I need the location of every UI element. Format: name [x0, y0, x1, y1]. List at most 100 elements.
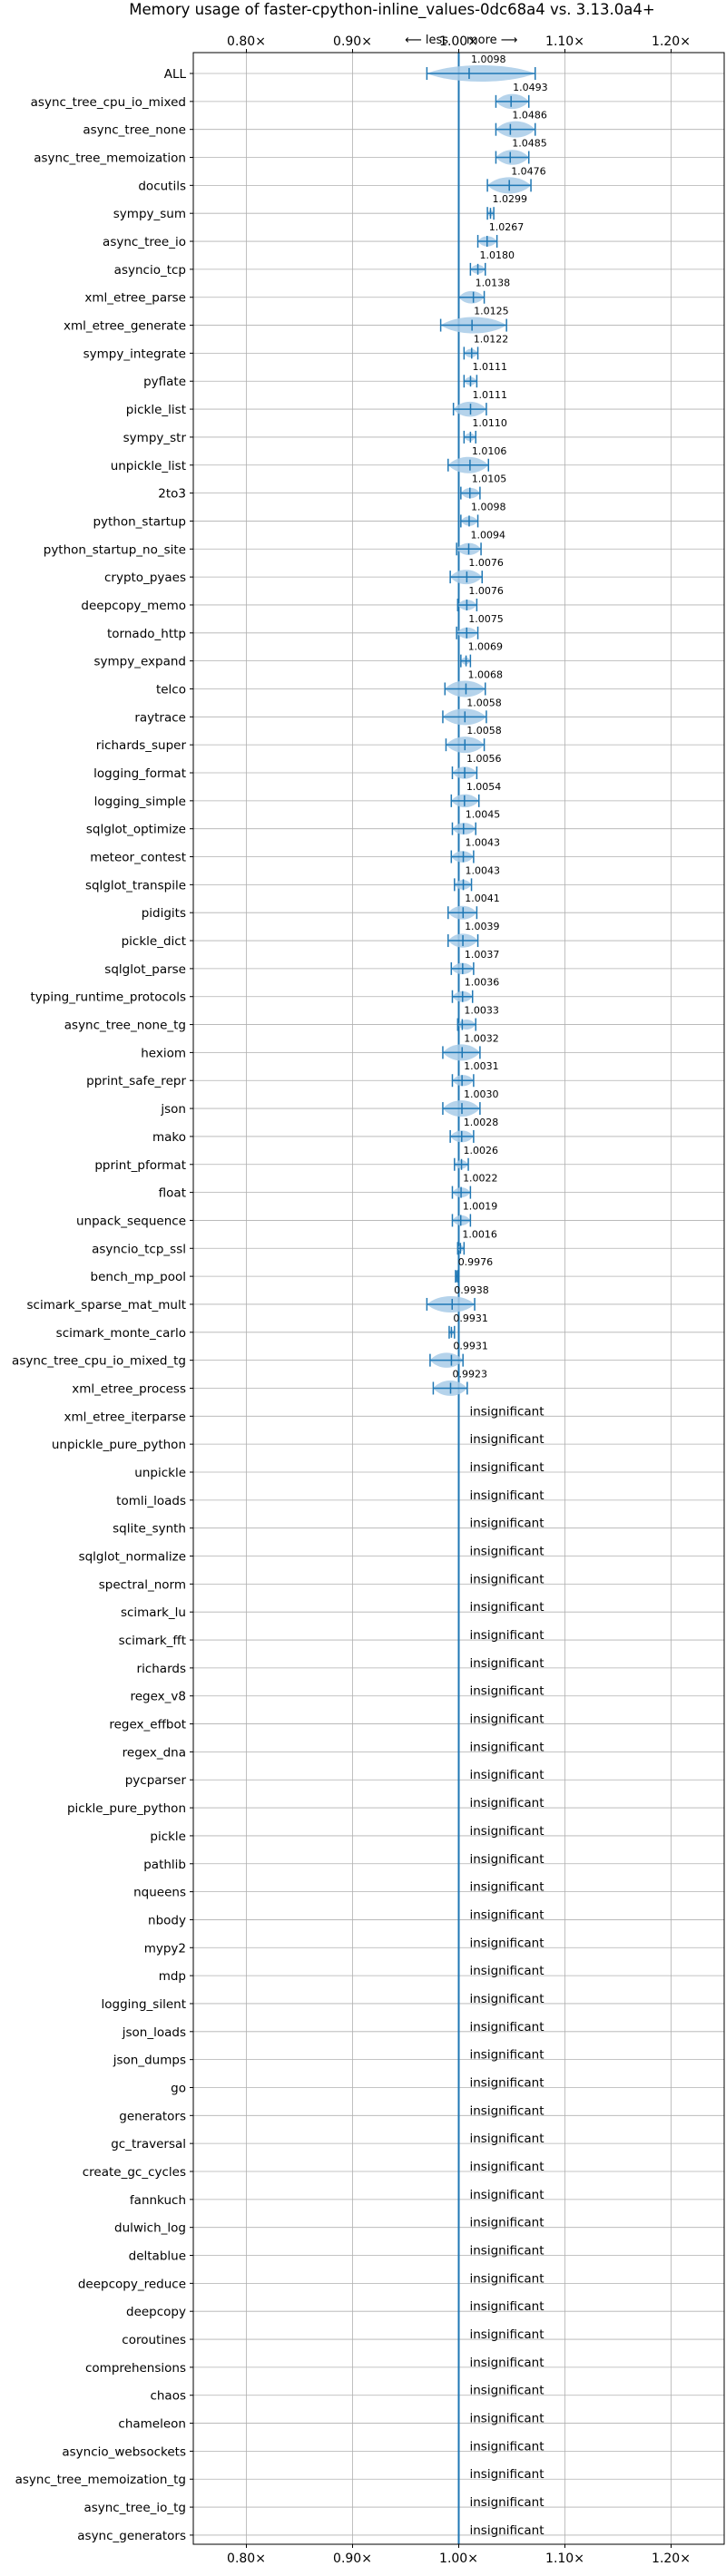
value-label: 0.9976 [458, 1256, 494, 1268]
value-label: 1.0033 [464, 1005, 498, 1017]
row-label: unpack_sequence [76, 1214, 186, 1228]
row-label: chameleon [118, 2417, 186, 2432]
insignificant-label: insignificant [470, 2020, 544, 2034]
row-label: ALL [164, 67, 187, 82]
row-label: asyncio_tcp [114, 263, 186, 278]
row-label: deltablue [129, 2249, 186, 2264]
value-label: 1.0028 [464, 1117, 499, 1128]
value-label: 1.0016 [462, 1228, 497, 1240]
row-label: sympy_integrate [83, 346, 186, 361]
row-label: sympy_expand [93, 655, 186, 669]
value-label: 1.0105 [472, 473, 507, 485]
value-label: 1.0022 [463, 1173, 497, 1185]
row-label: bench_mp_pool [91, 1270, 186, 1284]
row-label: deepcopy_memo [81, 599, 186, 613]
value-label: 1.0058 [466, 725, 502, 737]
row-label: tornado_http [107, 627, 186, 641]
row-label: pprint_pformat [94, 1158, 186, 1173]
row-label: create_gc_cycles [83, 2165, 186, 2180]
x-tick-label-bottom: 1.10× [545, 2552, 584, 2566]
value-label: 1.0054 [466, 781, 502, 793]
insignificant-label: insignificant [470, 2216, 544, 2230]
value-label: 1.0106 [472, 445, 507, 457]
row-label: pickle_list [126, 403, 186, 417]
row-label: comprehensions [85, 2361, 186, 2376]
row-label: sqlglot_normalize [79, 1550, 186, 1565]
insignificant-label: insignificant [470, 2075, 544, 2090]
x-tick-label-bottom: 0.90× [333, 2552, 372, 2566]
row-label: regex_dna [123, 1745, 186, 1760]
value-label: 1.0030 [464, 1088, 499, 1100]
row-label: mdp [159, 1969, 186, 1984]
row-label: deepcopy [126, 2305, 186, 2319]
row-label: sympy_str [123, 431, 187, 445]
value-label: 1.0039 [465, 921, 500, 932]
x-tick-label-top: 0.80× [227, 34, 266, 49]
row-label: async_generators [77, 2529, 186, 2543]
value-label: 1.0032 [464, 1032, 499, 1044]
row-label: scimark_monte_carlo [56, 1326, 186, 1341]
value-label: 1.0076 [468, 557, 504, 569]
row-label: generators [119, 2109, 186, 2123]
row-label: sqlglot_transpile [85, 878, 186, 893]
value-label: 1.0476 [511, 165, 546, 177]
insignificant-label: insignificant [470, 1712, 544, 1727]
insignificant-label: insignificant [470, 1768, 544, 1782]
row-label: async_tree_memoization [34, 151, 186, 166]
insignificant-label: insignificant [470, 1740, 544, 1754]
row-label: pickle_pure_python [67, 1801, 186, 1816]
value-label: 1.0019 [463, 1200, 498, 1212]
row-label: pyflate [143, 375, 186, 389]
insignificant-label: insignificant [470, 2384, 544, 2398]
insignificant-label: insignificant [470, 2132, 544, 2146]
row-label: xml_etree_parse [84, 291, 186, 306]
row-label: mypy2 [144, 1941, 186, 1956]
x-tick-label-bottom: 1.00× [439, 2552, 478, 2566]
row-label: chaos [150, 2389, 186, 2404]
row-label: logging_format [93, 766, 186, 781]
row-label: meteor_contest [90, 851, 186, 865]
row-label: pickle_dict [122, 934, 186, 949]
axes-frame [192, 52, 725, 2545]
row-label: gc_traversal [111, 2137, 186, 2152]
row-label: richards [137, 1662, 186, 1676]
row-label: scimark_fft [119, 1634, 186, 1648]
insignificant-label: insignificant [470, 2103, 544, 2118]
insignificant-label: insignificant [470, 1600, 544, 1615]
insignificant-label: insignificant [470, 1964, 544, 1978]
row-label: json [160, 1102, 186, 1117]
value-label: 1.0110 [472, 417, 507, 429]
insignificant-label: insignificant [470, 1404, 544, 1419]
direction-less-label: ⟵ less [405, 34, 448, 47]
row-label: spectral_norm [99, 1577, 186, 1592]
x-tick-label-top: 1.00× [439, 34, 478, 49]
value-label: 1.0043 [466, 837, 501, 849]
row-label: xml_etree_iterparse [64, 1410, 187, 1424]
x-tick-label-top: 1.20× [652, 34, 691, 49]
value-label: 0.9931 [453, 1341, 488, 1352]
x-tick-label-top: 0.90× [333, 34, 372, 49]
insignificant-label: insignificant [470, 2188, 544, 2202]
insignificant-label: insignificant [470, 1992, 544, 2006]
row-label: async_tree_memoization_tg [15, 2473, 186, 2487]
row-label: deepcopy_reduce [78, 2277, 186, 2291]
insignificant-label: insignificant [470, 1517, 544, 1531]
row-label: python_startup_no_site [44, 542, 186, 557]
insignificant-label: insignificant [470, 2467, 544, 2482]
row-label: docutils [138, 179, 186, 193]
value-label: 1.0111 [472, 361, 507, 373]
value-label: 1.0125 [474, 306, 509, 317]
row-label: xml_etree_generate [64, 319, 186, 334]
row-label: pathlib [143, 1858, 186, 1872]
insignificant-label: insignificant [470, 1432, 544, 1447]
row-label: async_tree_none_tg [64, 1019, 186, 1033]
value-label: 1.0026 [464, 1145, 499, 1156]
value-label: 1.0056 [466, 753, 502, 765]
insignificant-label: insignificant [470, 1796, 544, 1810]
row-label: tomli_loads [116, 1494, 186, 1508]
insignificant-label: insignificant [470, 1628, 544, 1643]
row-label: scimark_lu [121, 1605, 186, 1620]
insignificant-label: insignificant [470, 1684, 544, 1699]
row-labels: ALL async_tree_cpu_io_mixed async_tree_non… [12, 67, 186, 2543]
row-label: nbody [148, 1913, 186, 1927]
